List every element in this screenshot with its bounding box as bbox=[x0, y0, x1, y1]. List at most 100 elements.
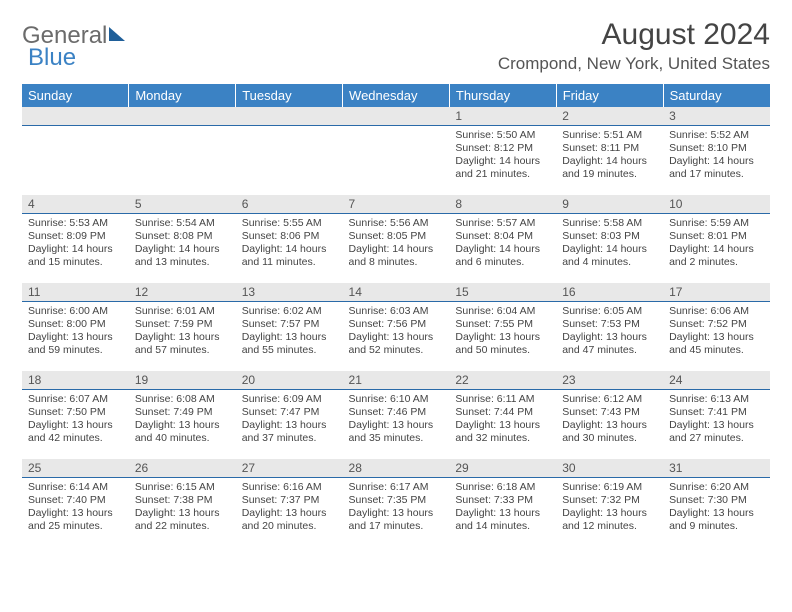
logo-mark-icon bbox=[109, 27, 125, 41]
day-data: Sunrise: 5:51 AMSunset: 8:11 PMDaylight:… bbox=[556, 126, 663, 195]
calendar-cell: 9Sunrise: 5:58 AMSunset: 8:03 PMDaylight… bbox=[556, 195, 663, 283]
calendar-cell bbox=[22, 107, 129, 195]
sunrise-line: Sunrise: 6:01 AM bbox=[135, 305, 230, 318]
day-number bbox=[22, 107, 129, 126]
daylight-line: Daylight: 13 hours and 40 minutes. bbox=[135, 419, 230, 445]
weekday-header: Friday bbox=[556, 84, 663, 107]
day-data: Sunrise: 6:03 AMSunset: 7:56 PMDaylight:… bbox=[343, 302, 450, 371]
sunrise-line: Sunrise: 5:53 AM bbox=[28, 217, 123, 230]
daylight-line: Daylight: 13 hours and 30 minutes. bbox=[562, 419, 657, 445]
sunrise-line: Sunrise: 6:00 AM bbox=[28, 305, 123, 318]
day-data: Sunrise: 6:15 AMSunset: 7:38 PMDaylight:… bbox=[129, 478, 236, 547]
day-data: Sunrise: 5:52 AMSunset: 8:10 PMDaylight:… bbox=[663, 126, 770, 195]
daylight-line: Daylight: 13 hours and 35 minutes. bbox=[349, 419, 444, 445]
day-number: 8 bbox=[449, 195, 556, 214]
weekday-header: Tuesday bbox=[236, 84, 343, 107]
calendar-table: Sunday Monday Tuesday Wednesday Thursday… bbox=[22, 84, 770, 547]
sunset-line: Sunset: 7:40 PM bbox=[28, 494, 123, 507]
sunrise-line: Sunrise: 6:14 AM bbox=[28, 481, 123, 494]
sunrise-line: Sunrise: 6:18 AM bbox=[455, 481, 550, 494]
sunrise-line: Sunrise: 6:08 AM bbox=[135, 393, 230, 406]
sunrise-line: Sunrise: 6:07 AM bbox=[28, 393, 123, 406]
calendar-cell: 20Sunrise: 6:09 AMSunset: 7:47 PMDayligh… bbox=[236, 371, 343, 459]
sunrise-line: Sunrise: 5:54 AM bbox=[135, 217, 230, 230]
calendar-cell: 30Sunrise: 6:19 AMSunset: 7:32 PMDayligh… bbox=[556, 459, 663, 547]
day-number: 17 bbox=[663, 283, 770, 302]
sunrise-line: Sunrise: 5:59 AM bbox=[669, 217, 764, 230]
day-data: Sunrise: 6:13 AMSunset: 7:41 PMDaylight:… bbox=[663, 390, 770, 459]
day-number: 5 bbox=[129, 195, 236, 214]
day-number: 22 bbox=[449, 371, 556, 390]
sunset-line: Sunset: 7:50 PM bbox=[28, 406, 123, 419]
daylight-line: Daylight: 14 hours and 15 minutes. bbox=[28, 243, 123, 269]
daylight-line: Daylight: 13 hours and 20 minutes. bbox=[242, 507, 337, 533]
day-number: 29 bbox=[449, 459, 556, 478]
calendar-week-row: 18 Sunrise: 6:07 AMSunset: 7:50 PM Dayligh… bbox=[22, 371, 770, 459]
daylight-line: Daylight: 13 hours and 57 minutes. bbox=[135, 331, 230, 357]
sunset-line: Sunset: 7:52 PM bbox=[669, 318, 764, 331]
day-data bbox=[129, 126, 236, 195]
day-data bbox=[236, 126, 343, 195]
day-number: 2 bbox=[556, 107, 663, 126]
day-number: 16 bbox=[556, 283, 663, 302]
calendar-cell: 11Sunrise: 6:00 AMSunset: 8:00 PMDayligh… bbox=[22, 283, 129, 371]
calendar-cell: 22Sunrise: 6:11 AMSunset: 7:44 PMDayligh… bbox=[449, 371, 556, 459]
daylight-line: Daylight: 14 hours and 8 minutes. bbox=[349, 243, 444, 269]
sunset-line: Sunset: 7:43 PM bbox=[562, 406, 657, 419]
calendar-cell: 17Sunrise: 6:06 AMSunset: 7:52 PMDayligh… bbox=[663, 283, 770, 371]
sunset-line: Sunset: 7:49 PM bbox=[135, 406, 230, 419]
sunrise-line: Sunrise: 6:10 AM bbox=[349, 393, 444, 406]
day-data: Sunrise: 6:14 AMSunset: 7:40 PMDaylight:… bbox=[22, 478, 129, 547]
day-data: Sunrise: 6:17 AMSunset: 7:35 PMDaylight:… bbox=[343, 478, 450, 547]
daylight-line: Daylight: 14 hours and 21 minutes. bbox=[455, 155, 550, 181]
sunset-line: Sunset: 8:12 PM bbox=[455, 142, 550, 155]
day-data: Sunrise: 6:09 AMSunset: 7:47 PMDaylight:… bbox=[236, 390, 343, 459]
day-data: Sunrise: 5:50 AMSunset: 8:12 PMDaylight:… bbox=[449, 126, 556, 195]
calendar-cell: 18Sunrise: 6:07 AMSunset: 7:50 PMDayligh… bbox=[22, 371, 129, 459]
daylight-line: Daylight: 14 hours and 6 minutes. bbox=[455, 243, 550, 269]
header: General August 2024 Crompond, New York, … bbox=[22, 18, 770, 74]
sunrise-line: Sunrise: 6:19 AM bbox=[562, 481, 657, 494]
sunrise-line: Sunrise: 6:13 AM bbox=[669, 393, 764, 406]
sunrise-line: Sunrise: 6:06 AM bbox=[669, 305, 764, 318]
day-number: 18 bbox=[22, 371, 129, 390]
day-data: Sunrise: 6:06 AMSunset: 7:52 PMDaylight:… bbox=[663, 302, 770, 371]
day-data: Sunrise: 6:10 AMSunset: 7:46 PMDaylight:… bbox=[343, 390, 450, 459]
day-data: Sunrise: 6:01 AMSunset: 7:59 PMDaylight:… bbox=[129, 302, 236, 371]
day-data bbox=[22, 126, 129, 195]
daylight-line: Daylight: 13 hours and 47 minutes. bbox=[562, 331, 657, 357]
day-data: Sunrise: 5:54 AMSunset: 8:08 PMDaylight:… bbox=[129, 214, 236, 283]
weekday-header: Thursday bbox=[449, 84, 556, 107]
weekday-header: Sunday bbox=[22, 84, 129, 107]
calendar-cell: 7Sunrise: 5:56 AMSunset: 8:05 PMDaylight… bbox=[343, 195, 450, 283]
day-number: 4 bbox=[22, 195, 129, 214]
day-number: 28 bbox=[343, 459, 450, 478]
daylight-line: Daylight: 13 hours and 50 minutes. bbox=[455, 331, 550, 357]
sunrise-line: Sunrise: 5:51 AM bbox=[562, 129, 657, 142]
calendar-cell: 27Sunrise: 6:16 AMSunset: 7:37 PMDayligh… bbox=[236, 459, 343, 547]
day-number: 25 bbox=[22, 459, 129, 478]
sunset-line: Sunset: 7:56 PM bbox=[349, 318, 444, 331]
calendar-cell: 2Sunrise: 5:51 AMSunset: 8:11 PMDaylight… bbox=[556, 107, 663, 195]
calendar-week-row: 11Sunrise: 6:00 AMSunset: 8:00 PMDayligh… bbox=[22, 283, 770, 371]
title-block: August 2024 Crompond, New York, United S… bbox=[498, 18, 770, 74]
calendar-cell: 8Sunrise: 5:57 AMSunset: 8:04 PMDaylight… bbox=[449, 195, 556, 283]
calendar-cell: 29Sunrise: 6:18 AMSunset: 7:33 PMDayligh… bbox=[449, 459, 556, 547]
page: General August 2024 Crompond, New York, … bbox=[0, 0, 792, 565]
calendar-cell bbox=[236, 107, 343, 195]
day-number: 1 bbox=[449, 107, 556, 126]
day-number: 14 bbox=[343, 283, 450, 302]
day-number: 23 bbox=[556, 371, 663, 390]
sunset-line: Sunset: 8:10 PM bbox=[669, 142, 764, 155]
sunset-line: Sunset: 7:32 PM bbox=[562, 494, 657, 507]
weekday-header: Monday bbox=[129, 84, 236, 107]
calendar-cell: 12Sunrise: 6:01 AMSunset: 7:59 PMDayligh… bbox=[129, 283, 236, 371]
weekday-header: Wednesday bbox=[343, 84, 450, 107]
sunset-line: Sunset: 8:01 PM bbox=[669, 230, 764, 243]
sunrise-line: Sunrise: 5:50 AM bbox=[455, 129, 550, 142]
day-number: 24 bbox=[663, 371, 770, 390]
month-title: August 2024 bbox=[498, 18, 770, 52]
calendar-cell: 16Sunrise: 6:05 AMSunset: 7:53 PMDayligh… bbox=[556, 283, 663, 371]
sunset-line: Sunset: 7:55 PM bbox=[455, 318, 550, 331]
daylight-line: Daylight: 13 hours and 52 minutes. bbox=[349, 331, 444, 357]
